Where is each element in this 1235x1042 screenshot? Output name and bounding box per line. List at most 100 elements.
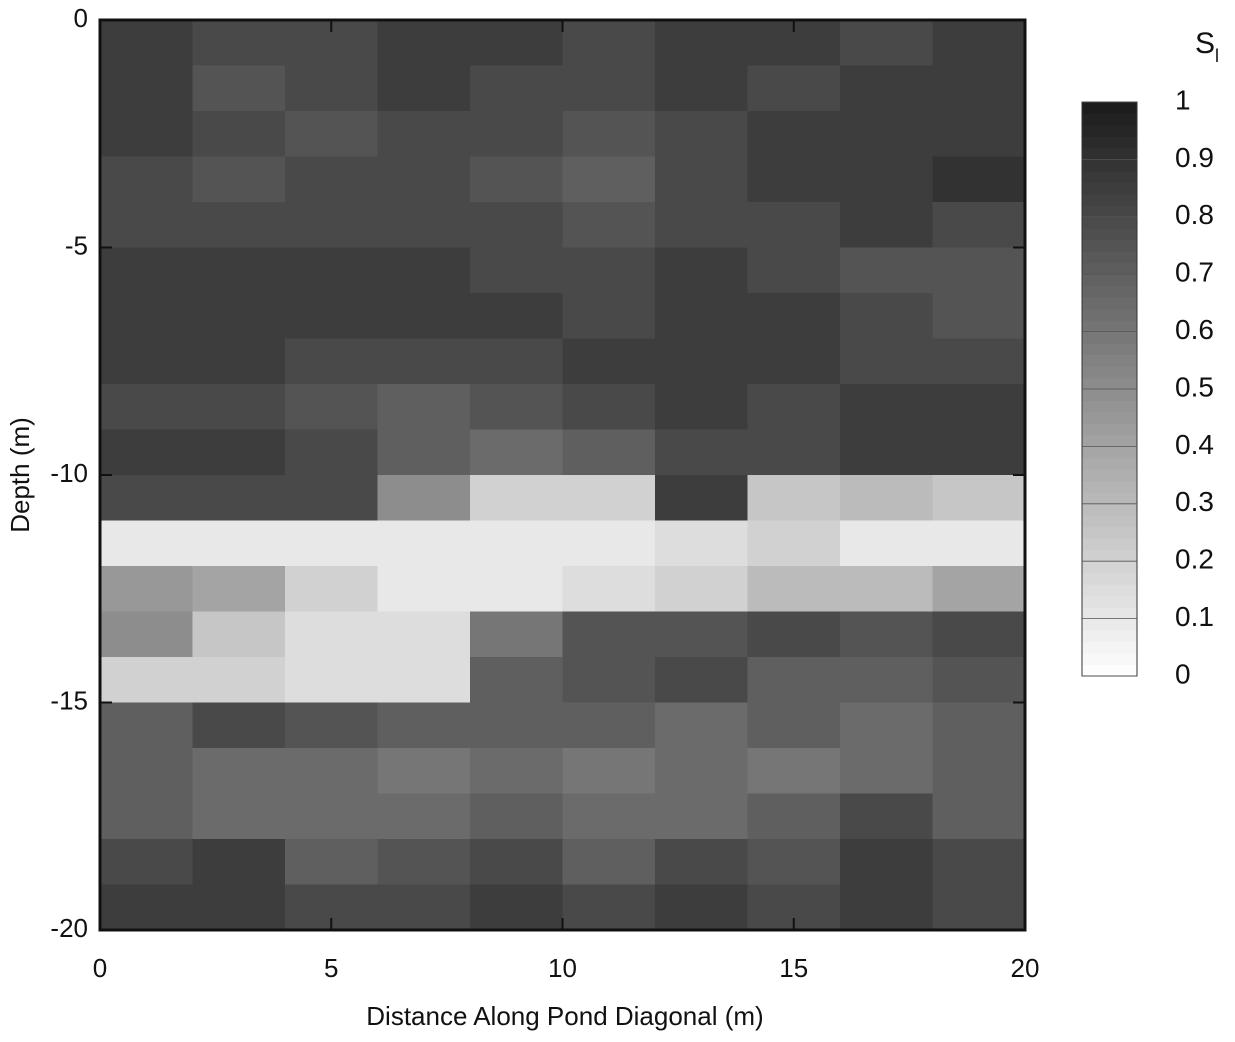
y-tick-label: -10 xyxy=(50,458,88,488)
cell xyxy=(655,566,748,612)
cell xyxy=(100,611,193,658)
cell xyxy=(377,384,471,430)
cell xyxy=(655,702,748,749)
cell xyxy=(377,429,471,476)
cell xyxy=(655,429,748,476)
cell xyxy=(470,475,563,521)
cell xyxy=(932,384,1026,430)
cell xyxy=(562,884,656,931)
cell xyxy=(655,748,748,794)
cell xyxy=(100,384,193,430)
x-tick-label: 5 xyxy=(324,953,338,983)
cell xyxy=(655,793,748,840)
colorbar-tick-label: 0.4 xyxy=(1175,429,1214,460)
cell xyxy=(192,520,286,567)
cell xyxy=(562,247,656,294)
cell xyxy=(932,338,1026,385)
cell xyxy=(932,793,1026,840)
colorbar-segment xyxy=(1082,653,1137,666)
cell xyxy=(932,156,1026,203)
cell xyxy=(100,156,193,203)
cell xyxy=(840,793,933,840)
colorbar-segment xyxy=(1082,331,1137,344)
colorbar-segment xyxy=(1082,480,1137,493)
cell xyxy=(932,748,1026,794)
colorbar-segment xyxy=(1082,515,1137,528)
cell xyxy=(932,247,1026,294)
cell xyxy=(100,839,193,885)
cell xyxy=(470,429,563,476)
cell xyxy=(562,338,656,385)
cell xyxy=(840,884,933,931)
cell xyxy=(192,202,286,248)
cell xyxy=(377,65,471,112)
cell xyxy=(655,839,748,885)
cell xyxy=(562,65,656,112)
cell xyxy=(932,884,1026,931)
colorbar-title-main: S xyxy=(1195,27,1215,60)
colorbar-tick-label: 0 xyxy=(1175,658,1191,689)
cell xyxy=(100,520,193,567)
cell xyxy=(470,293,563,339)
cell xyxy=(470,338,563,385)
cell xyxy=(100,65,193,112)
cell xyxy=(562,20,656,66)
cell xyxy=(562,611,656,658)
cell xyxy=(655,520,748,567)
colorbar-title: Sl xyxy=(1195,27,1219,66)
x-tick-label: 10 xyxy=(548,953,577,983)
colorbar-segment xyxy=(1082,262,1137,275)
cell xyxy=(562,566,656,612)
cell xyxy=(747,293,841,339)
colorbar-segment xyxy=(1082,630,1137,643)
cell xyxy=(285,156,378,203)
colorbar-segment xyxy=(1082,251,1137,264)
cell xyxy=(747,839,841,885)
colorbar-tick-label: 0.8 xyxy=(1175,199,1214,230)
cell xyxy=(285,657,378,703)
cell xyxy=(932,429,1026,476)
colorbar-segment xyxy=(1082,411,1137,424)
colorbar-tick-label: 0.7 xyxy=(1175,257,1214,288)
colorbar-segment xyxy=(1082,320,1137,333)
cell xyxy=(192,338,286,385)
cell xyxy=(655,202,748,248)
colorbar-segment xyxy=(1082,228,1137,241)
cell xyxy=(747,156,841,203)
cell xyxy=(470,839,563,885)
cell xyxy=(655,384,748,430)
cell xyxy=(840,20,933,66)
cell xyxy=(562,793,656,840)
colorbar-segment xyxy=(1082,618,1137,631)
cell xyxy=(932,702,1026,749)
cell xyxy=(840,657,933,703)
colorbar-segment xyxy=(1082,366,1137,379)
cell xyxy=(655,156,748,203)
cell xyxy=(932,20,1026,66)
cell xyxy=(192,429,286,476)
cell xyxy=(932,475,1026,521)
cell xyxy=(562,748,656,794)
colorbar-segment xyxy=(1082,641,1137,654)
cell xyxy=(747,429,841,476)
cell xyxy=(100,293,193,339)
colorbar-tick-label: 0.2 xyxy=(1175,544,1214,575)
colorbar-tick-label: 0.9 xyxy=(1175,142,1214,173)
cell xyxy=(192,384,286,430)
y-axis-label: Depth (m) xyxy=(5,417,35,533)
cell xyxy=(470,65,563,112)
cell xyxy=(562,156,656,203)
cell xyxy=(377,475,471,521)
cell xyxy=(100,338,193,385)
cell xyxy=(840,338,933,385)
cell xyxy=(840,520,933,567)
cell xyxy=(562,520,656,567)
cell xyxy=(840,384,933,430)
cell xyxy=(285,520,378,567)
colorbar-segment xyxy=(1082,469,1137,482)
y-tick-label: 0 xyxy=(74,3,88,33)
cell xyxy=(470,156,563,203)
cell xyxy=(377,111,471,157)
cell xyxy=(470,793,563,840)
colorbar-segment xyxy=(1082,136,1137,149)
